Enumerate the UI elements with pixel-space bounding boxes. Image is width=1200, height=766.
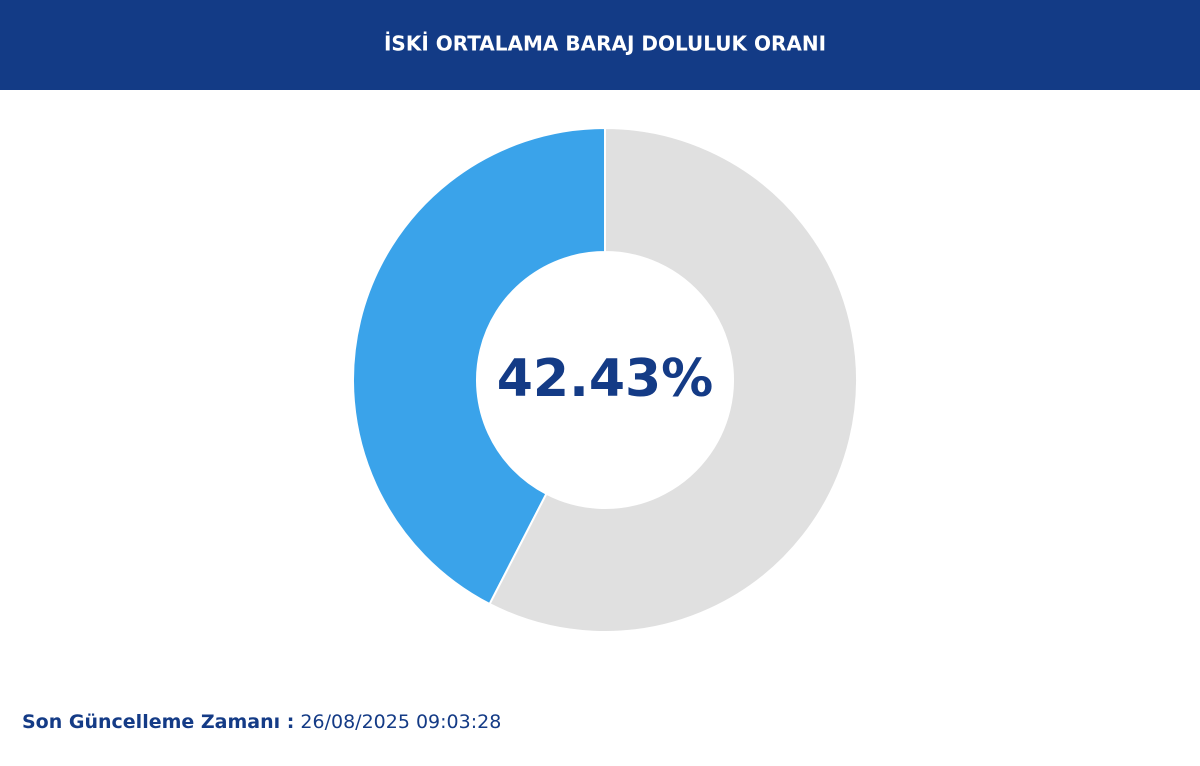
- chart-title: İSKİ ORTALAMA BARAJ DOLULUK ORANI: [384, 32, 826, 56]
- updated-time: 26/08/2025 09:03:28: [300, 711, 501, 733]
- donut-segment: [488, 126, 858, 633]
- footer-label: Son Güncelleme Zamanı :: [22, 711, 294, 733]
- footer: Son Güncelleme Zamanı : 26/08/2025 09:03…: [22, 711, 501, 733]
- header-bar: [0, 0, 1200, 90]
- center-label: 42.43%: [497, 349, 714, 409]
- donut-segment: [352, 126, 606, 606]
